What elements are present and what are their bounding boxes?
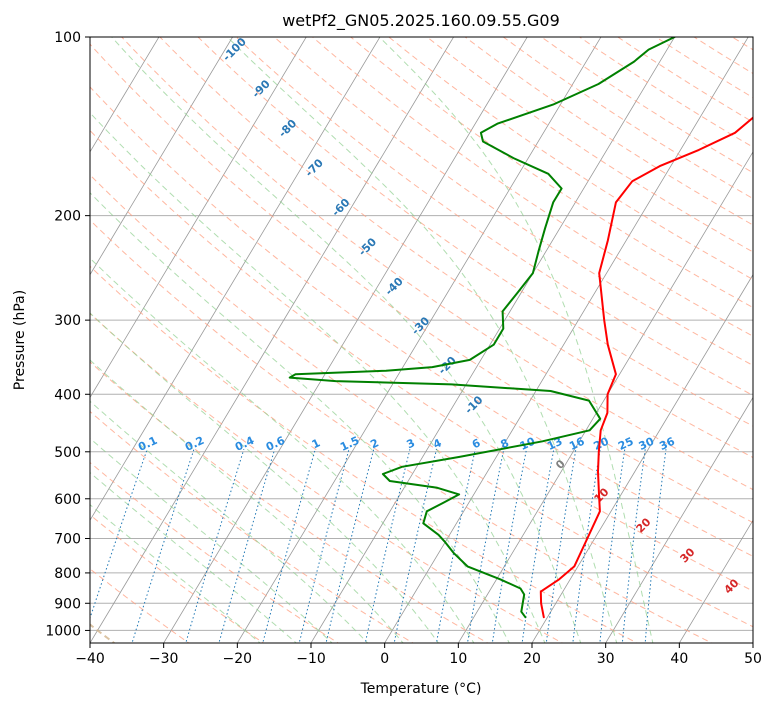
dry-adiabat-line [159, 37, 753, 459]
dry-adiabat-line [90, 514, 265, 643]
isotherm-line [90, 37, 160, 153]
isotherm-line [531, 273, 753, 643]
y-tick-label: 400 [54, 387, 81, 403]
dry-adiabat-line [197, 37, 753, 427]
y-tick-label: 500 [54, 445, 81, 461]
x-tick-label: 10 [449, 651, 467, 667]
moist-adiabat-line [90, 471, 297, 643]
isotherm-line [605, 396, 753, 643]
isotherm-line [90, 37, 307, 399]
y-tick-label: 600 [54, 492, 81, 508]
isotherm-line [236, 37, 602, 643]
isotherm-line [163, 37, 528, 643]
isotherm-line [310, 37, 676, 643]
axes: −40 −30 −20 −10 0 10 20 30 40 50 100 200 300 400 500 60… [45, 30, 762, 667]
dry-adiabat-line [90, 219, 713, 643]
dry-adiabat-line [90, 410, 414, 643]
moist-adiabat-line [378, 37, 654, 643]
isotherm-line [90, 37, 234, 276]
mixing-ratio-line [393, 449, 437, 643]
y-tick-label: 1000 [45, 623, 81, 639]
x-tick-label: 20 [523, 651, 541, 667]
x-tick-label: −10 [296, 651, 326, 667]
x-tick-label: −20 [223, 651, 253, 667]
mixing-ratio-line [545, 449, 577, 643]
chart-title: wetPf2_GN05.2025.160.09.55.G09 [282, 11, 560, 31]
x-tick-label: −30 [149, 651, 179, 667]
x-tick-label: 0 [380, 651, 389, 667]
y-tick-label: 100 [54, 30, 81, 46]
mixing-ratio-label: 25 [616, 435, 635, 453]
mixing-ratio-line [644, 449, 667, 643]
series-line-0 [539, 116, 753, 619]
mixing-ratio-line [621, 449, 646, 643]
moist-adiabat-line [90, 437, 333, 643]
background-lines [90, 37, 753, 643]
dry-adiabat-line [90, 43, 753, 524]
mixing-ratio-label: 36 [657, 435, 677, 453]
moist-adiabat-line [90, 312, 440, 643]
mixing-ratio-line [521, 449, 555, 643]
moist-adiabat-line [111, 37, 582, 643]
dry-adiabat-line [90, 174, 753, 628]
x-tick-label: 50 [744, 651, 762, 667]
mixing-ratio-line [262, 449, 316, 643]
mixing-ratio-line [364, 449, 411, 643]
mixing-ratio-line [435, 449, 476, 643]
moist-adiabat-line [90, 400, 369, 643]
x-tick-label: −40 [75, 651, 105, 667]
dry-adiabat-line [121, 37, 753, 491]
mixing-ratio-line [572, 449, 601, 643]
mixing-ratio-label: 16 [567, 435, 587, 453]
x-axis-label: Temperature (°C) [360, 681, 482, 697]
mixing-ratio-line [466, 449, 505, 643]
dry-adiabat-line [90, 312, 564, 643]
mixing-ratio-label: 20 [592, 435, 612, 453]
y-tick-label: 900 [54, 596, 81, 612]
dry-adiabat-line [90, 361, 489, 643]
mixing-ratio-line [325, 449, 375, 643]
dry-adiabat-line [90, 568, 190, 643]
y-tick-label: 700 [54, 532, 81, 548]
dry-adiabat-line [90, 86, 753, 557]
mixing-ratio-label: 30 [637, 435, 657, 453]
plot-frame [89, 36, 754, 644]
series-line-1 [288, 37, 676, 619]
dry-adiabat-line [90, 265, 639, 643]
x-tick-label: 40 [670, 651, 688, 667]
mixing-ratio-line [599, 449, 626, 643]
mixing-ratio-line [298, 449, 350, 643]
x-tick-label: 30 [597, 651, 615, 667]
y-tick-label: 800 [54, 566, 81, 582]
dry-adiabat-line [90, 461, 340, 643]
profile-series [288, 37, 753, 619]
mixing-ratio-line [185, 449, 245, 643]
dry-adiabat-line [311, 37, 753, 337]
moist-adiabat-line [90, 257, 475, 643]
y-tick-label: 300 [54, 313, 81, 329]
isotherm-line [678, 519, 753, 643]
mixing-ratio-line [90, 449, 148, 620]
y-axis-label: Pressure (hPa) [12, 290, 28, 390]
mixing-ratio-line [218, 449, 276, 643]
moist-adiabat-line [226, 37, 618, 643]
mixing-ratio-line [131, 449, 195, 643]
dry-adiabat-line [349, 37, 753, 309]
isotherm-line [90, 37, 381, 521]
dry-adiabat-line [273, 37, 753, 367]
y-tick-label: 200 [54, 209, 81, 225]
mixing-ratio-line [491, 449, 527, 643]
isotherm-line [90, 37, 455, 643]
dry-adiabat-line [90, 129, 753, 592]
